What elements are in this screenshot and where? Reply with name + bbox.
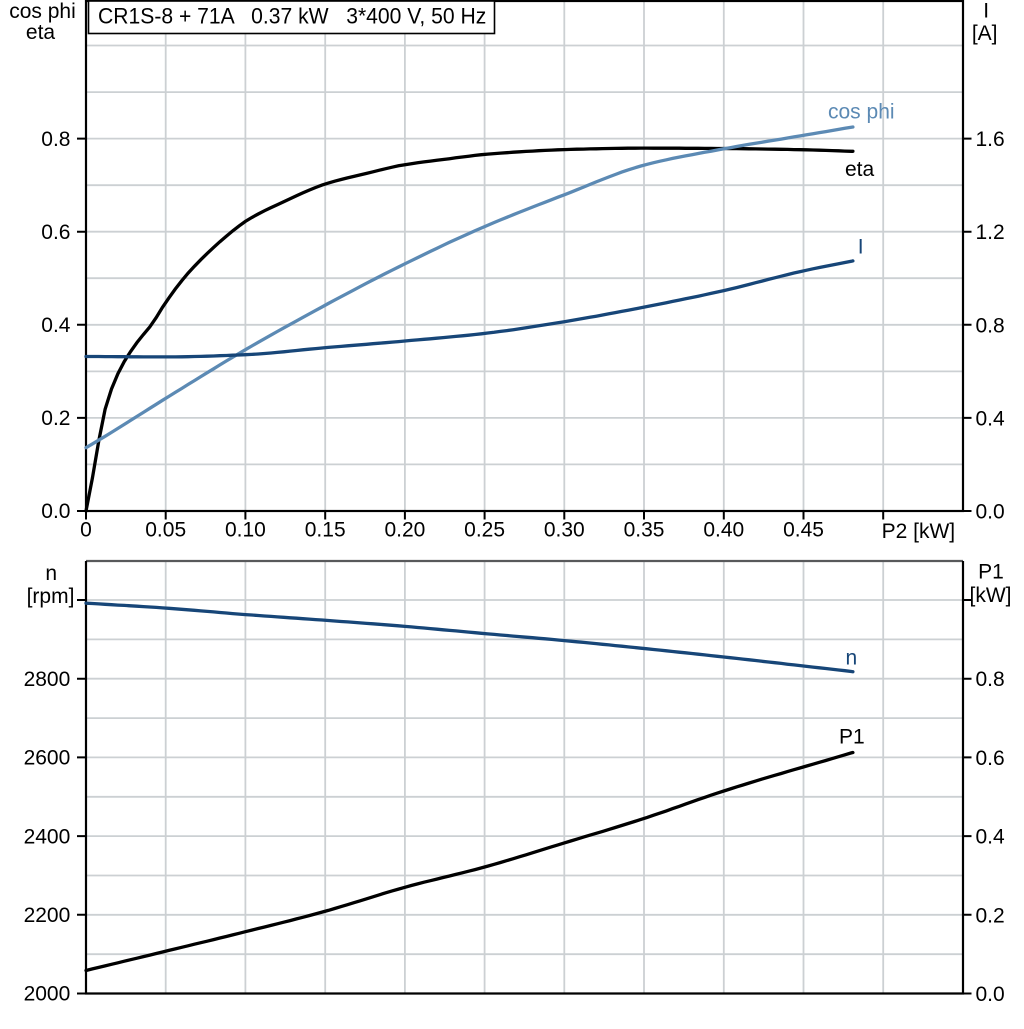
svg-text:0.0: 0.0 xyxy=(976,983,1005,1006)
svg-text:0.2: 0.2 xyxy=(976,904,1005,927)
svg-text:0.45: 0.45 xyxy=(783,519,824,542)
svg-text:cos phi: cos phi xyxy=(9,0,76,23)
svg-text:0.40: 0.40 xyxy=(703,519,744,542)
svg-text:eta: eta xyxy=(26,21,56,44)
svg-text:P1: P1 xyxy=(978,560,1004,583)
svg-text:n: n xyxy=(45,562,57,585)
svg-text:0: 0 xyxy=(80,519,92,542)
svg-text:n: n xyxy=(846,647,858,670)
svg-text:0.8: 0.8 xyxy=(41,128,70,151)
svg-text:I: I xyxy=(858,236,864,259)
svg-text:0.15: 0.15 xyxy=(305,519,346,542)
svg-text:0.4: 0.4 xyxy=(976,407,1006,430)
svg-text:0.05: 0.05 xyxy=(145,519,186,542)
svg-text:2000: 2000 xyxy=(24,983,71,1006)
svg-text:0.30: 0.30 xyxy=(544,519,585,542)
svg-text:2400: 2400 xyxy=(24,825,71,848)
svg-text:0.20: 0.20 xyxy=(384,519,425,542)
svg-text:0.10: 0.10 xyxy=(225,519,266,542)
svg-text:0.0: 0.0 xyxy=(976,501,1005,524)
svg-text:1.2: 1.2 xyxy=(976,221,1005,244)
svg-text:2800: 2800 xyxy=(24,668,71,691)
svg-text:0.8: 0.8 xyxy=(976,668,1005,691)
svg-text:0.2: 0.2 xyxy=(41,407,70,430)
svg-text:cos phi: cos phi xyxy=(828,101,895,124)
svg-text:[rpm]: [rpm] xyxy=(27,585,75,608)
svg-text:2200: 2200 xyxy=(24,904,71,927)
svg-text:0.4: 0.4 xyxy=(41,314,71,337)
svg-text:0.4: 0.4 xyxy=(976,826,1006,849)
svg-text:CR1S-8 + 71A 0.37 kW 3*400: CR1S-8 + 71A 0.37 kW 3*400 V, 50 Hz xyxy=(98,4,486,29)
svg-text:1.6: 1.6 xyxy=(976,128,1005,151)
svg-text:0.0: 0.0 xyxy=(41,500,70,523)
svg-text:eta: eta xyxy=(845,158,875,181)
svg-text:P1: P1 xyxy=(839,725,865,748)
svg-text:2600: 2600 xyxy=(24,747,71,770)
svg-text:0.6: 0.6 xyxy=(41,221,70,244)
svg-text:0.6: 0.6 xyxy=(976,747,1005,770)
svg-text:I: I xyxy=(983,0,989,23)
svg-text:P2 [kW]: P2 [kW] xyxy=(882,520,956,543)
svg-text:0.35: 0.35 xyxy=(624,519,665,542)
svg-text:0.25: 0.25 xyxy=(464,519,505,542)
svg-text:0.8: 0.8 xyxy=(976,314,1005,337)
svg-text:[kW]: [kW] xyxy=(970,584,1012,607)
svg-text:[A]: [A] xyxy=(972,22,998,45)
